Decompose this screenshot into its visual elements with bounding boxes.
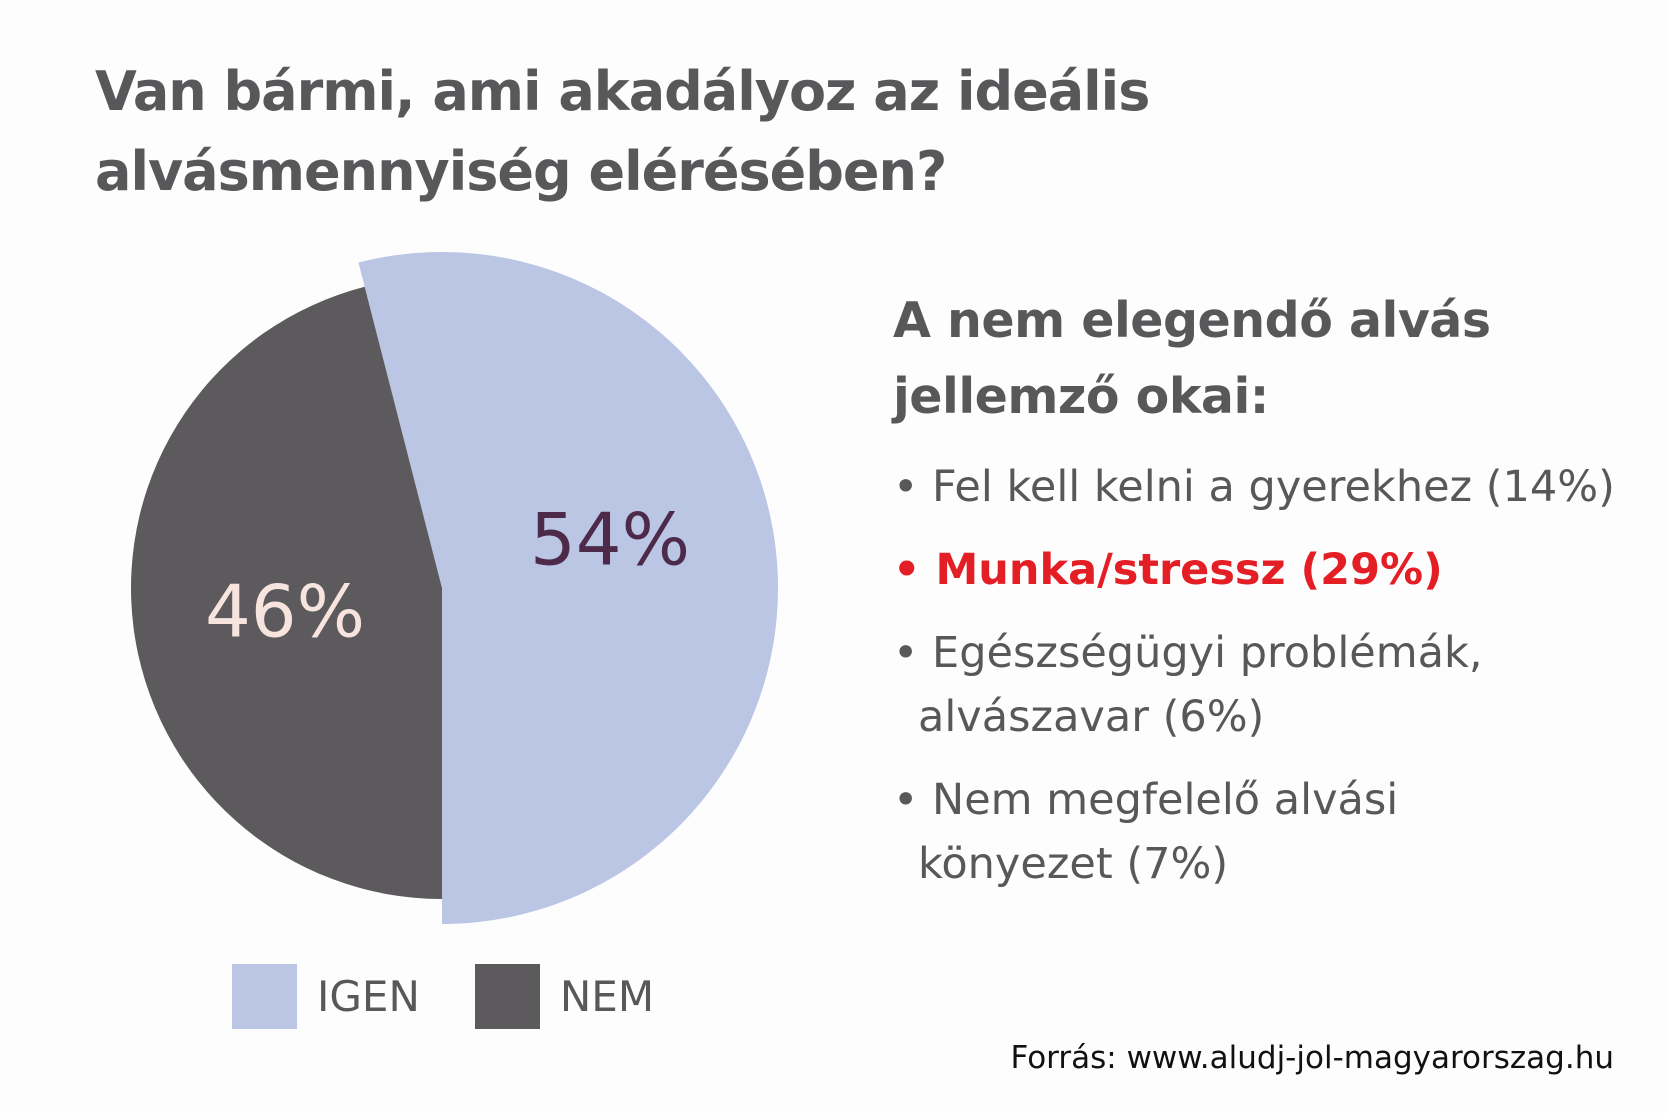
legend-label-igen: IGEN xyxy=(317,972,420,1021)
source-note: Forrás: www.aludj-jol-magyarorszag.hu xyxy=(1010,1040,1614,1076)
legend-swatch-nem xyxy=(474,964,540,1029)
pie-label-igen: 54% xyxy=(530,498,690,582)
pie-slice-igen xyxy=(358,251,779,924)
pie-slice-nem xyxy=(130,286,442,899)
reasons-list: • Fel kell kelni a gyerekhez (14%) • Mun… xyxy=(893,455,1633,915)
reason-item-highlighted: • Munka/stressz (29%) xyxy=(893,545,1443,595)
chart-title: Van bármi, ami akadályoz az ideális alvá… xyxy=(95,60,1150,203)
legend: IGEN NEM xyxy=(232,964,709,1029)
legend-label-nem: NEM xyxy=(559,972,655,1021)
pie-label-nem: 46% xyxy=(205,570,365,654)
reason-item: • Nem megfelelő alvási könyezet (7%) xyxy=(893,775,1399,889)
reasons-title: A nem elegendő alvás jellemző okai: xyxy=(893,292,1491,425)
reason-item: • Fel kell kelni a gyerekhez (14%) xyxy=(893,462,1615,512)
reason-item: • Egészségügyi problémák, alvászavar (6%… xyxy=(893,628,1483,742)
pie-chart: 54% 46% xyxy=(130,251,779,924)
legend-swatch-igen xyxy=(232,964,297,1029)
